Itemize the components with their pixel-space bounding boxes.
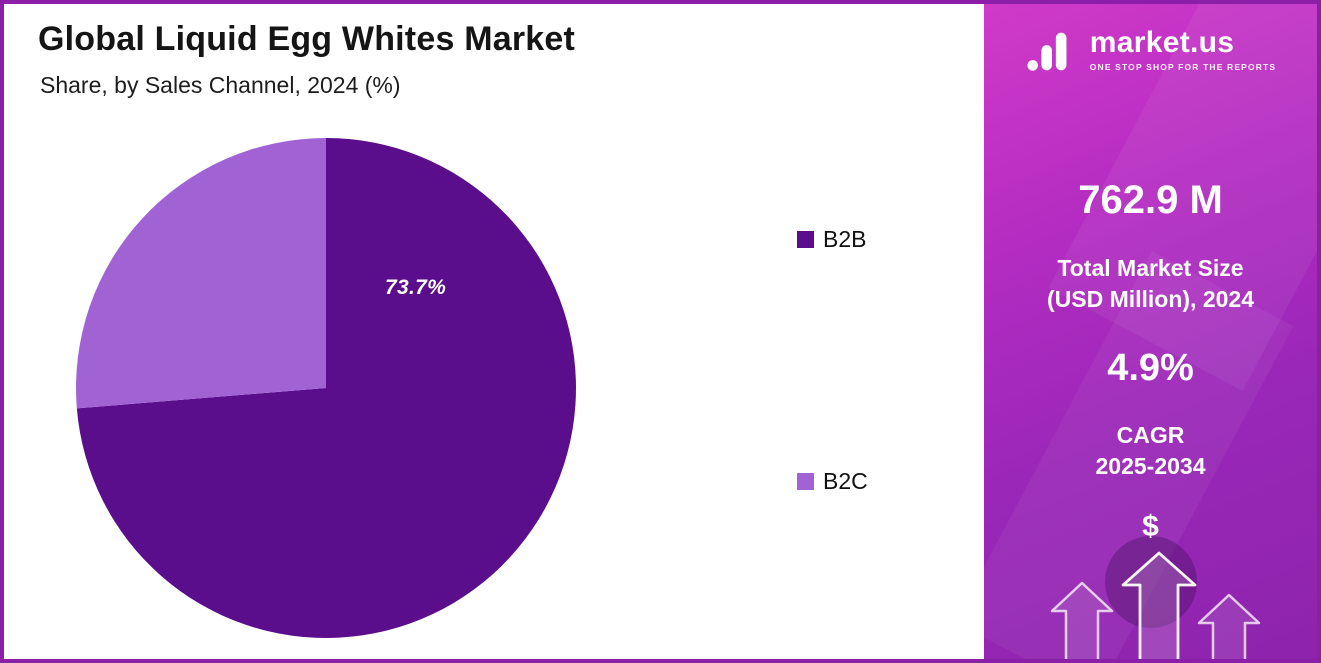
brand-name: market.us [1089,26,1235,59]
brand-text: market.us ONE STOP SHOP FOR THE REPORTS [1089,26,1277,73]
cagr-value: 4.9% [1107,347,1194,390]
market-size-label-line1: Total Market Size [1057,255,1244,281]
chart-title: Global Liquid Egg Whites Market [38,20,576,58]
market-size-label: Total Market Size (USD Million), 2024 [984,253,1317,315]
cagr-label: CAGR 2025-2034 [984,420,1317,482]
pie-slice-b2c [76,138,326,409]
pie-slice-label-b2b: 73.7% [385,276,447,299]
growth-arrows-icon [1050,551,1261,659]
legend-label-b2b: B2B [823,226,867,252]
decorative-circle [1104,536,1197,628]
legend-item-b2c: B2C [797,468,868,495]
market-size-value: 762.9 M [1078,178,1223,222]
chart-area: Global Liquid Egg Whites Market Share, b… [4,4,984,659]
legend-swatch-b2b [797,231,814,248]
cagr-label-line1: CAGR [1116,422,1185,449]
legend-label-b2c: B2C [823,468,868,494]
cagr-label-line2: 2025-2034 [1095,453,1206,480]
legend-item-b2b: B2B [797,226,866,253]
pie-slice-b2b [76,138,577,639]
legend-swatch-b2c [797,473,814,490]
sidebar: market.us ONE STOP SHOP FOR THE REPORTS … [984,4,1317,659]
dollar-icon: $ [1142,510,1159,544]
brand-tagline: ONE STOP SHOP FOR THE REPORTS [1089,62,1277,72]
brand-logo: market.us ONE STOP SHOP FOR THE REPORTS [984,26,1317,74]
pie-chart [76,138,577,639]
marketus-logo-icon [1027,32,1067,71]
market-size-label-line2: (USD Million), 2024 [1046,286,1255,313]
chart-subtitle: Share, by Sales Channel, 2024 (%) [40,72,401,98]
